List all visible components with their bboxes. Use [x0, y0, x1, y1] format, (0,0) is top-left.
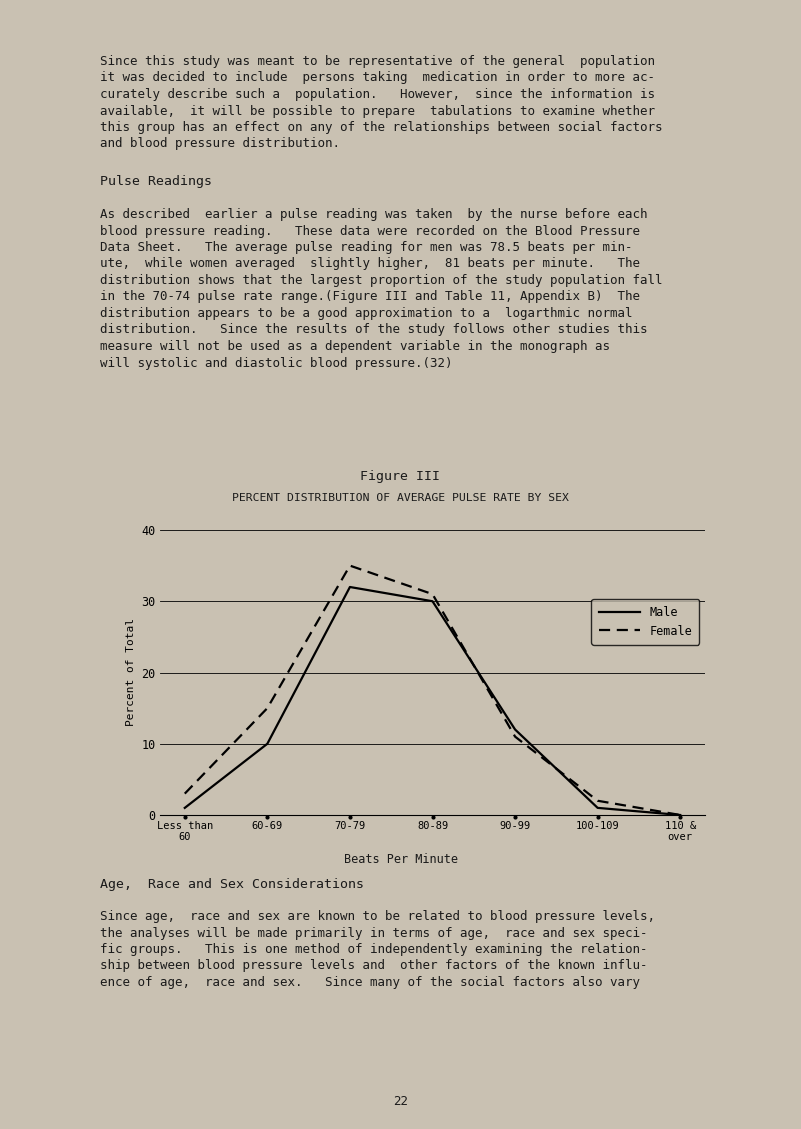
Text: in the 70-74 pulse rate range.(Figure III and Table 11, Appendix B)  The: in the 70-74 pulse rate range.(Figure II… — [100, 290, 640, 304]
Text: curately describe such a  population.   However,  since the information is: curately describe such a population. How… — [100, 88, 655, 100]
Text: ship between blood pressure levels and  other factors of the known influ-: ship between blood pressure levels and o… — [100, 960, 647, 972]
Text: it was decided to include  persons taking  medication in order to more ac-: it was decided to include persons taking… — [100, 71, 655, 85]
Text: will systolic and diastolic blood pressure.(32): will systolic and diastolic blood pressu… — [100, 357, 453, 369]
Text: fic groups.   This is one method of independently examining the relation-: fic groups. This is one method of indepe… — [100, 943, 647, 956]
Text: Age,  Race and Sex Considerations: Age, Race and Sex Considerations — [100, 878, 364, 891]
Legend: Male, Female: Male, Female — [591, 598, 699, 645]
Text: distribution shows that the largest proportion of the study population fall: distribution shows that the largest prop… — [100, 274, 662, 287]
Text: Since age,  race and sex are known to be related to blood pressure levels,: Since age, race and sex are known to be … — [100, 910, 655, 924]
Text: ence of age,  race and sex.   Since many of the social factors also vary: ence of age, race and sex. Since many of… — [100, 975, 640, 989]
Text: distribution appears to be a good approximation to a  logarthmic normal: distribution appears to be a good approx… — [100, 307, 633, 320]
Text: Figure III: Figure III — [360, 470, 441, 483]
Text: and blood pressure distribution.: and blood pressure distribution. — [100, 138, 340, 150]
Text: Beats Per Minute: Beats Per Minute — [344, 854, 457, 866]
Y-axis label: Percent of Total: Percent of Total — [126, 619, 136, 726]
Text: the analyses will be made primarily in terms of age,  race and sex speci-: the analyses will be made primarily in t… — [100, 927, 647, 939]
Text: blood pressure reading.   These data were recorded on the Blood Pressure: blood pressure reading. These data were … — [100, 225, 640, 237]
Text: measure will not be used as a dependent variable in the monograph as: measure will not be used as a dependent … — [100, 340, 610, 353]
Text: ute,  while women averaged  slightly higher,  81 beats per minute.   The: ute, while women averaged slightly highe… — [100, 257, 640, 271]
Text: distribution.   Since the results of the study follows other studies this: distribution. Since the results of the s… — [100, 324, 647, 336]
Text: available,  it will be possible to prepare  tabulations to examine whether: available, it will be possible to prepar… — [100, 105, 655, 117]
Text: this group has an effect on any of the relationships between social factors: this group has an effect on any of the r… — [100, 121, 662, 134]
Text: Data Sheet.   The average pulse reading for men was 78.5 beats per min-: Data Sheet. The average pulse reading fo… — [100, 240, 633, 254]
Text: 22: 22 — [393, 1095, 408, 1108]
Text: Since this study was meant to be representative of the general  population: Since this study was meant to be represe… — [100, 55, 655, 68]
Text: Pulse Readings: Pulse Readings — [100, 175, 212, 189]
Text: As described  earlier a pulse reading was taken  by the nurse before each: As described earlier a pulse reading was… — [100, 208, 647, 221]
Text: PERCENT DISTRIBUTION OF AVERAGE PULSE RATE BY SEX: PERCENT DISTRIBUTION OF AVERAGE PULSE RA… — [232, 493, 569, 504]
